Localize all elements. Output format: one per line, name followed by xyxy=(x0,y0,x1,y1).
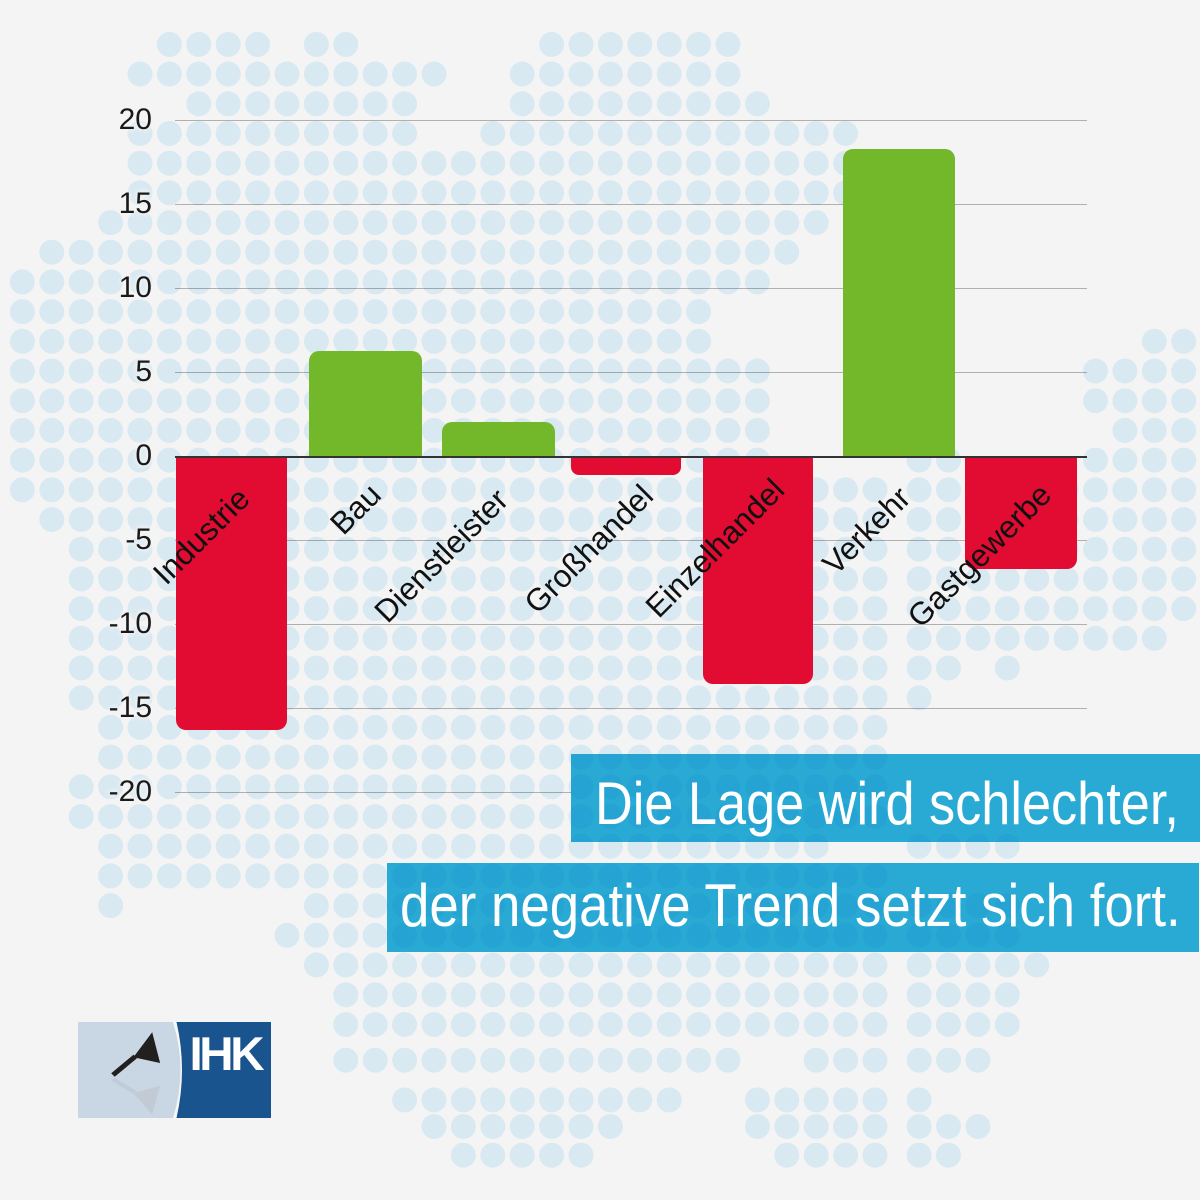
svg-text:IHK: IHK xyxy=(189,1028,264,1081)
